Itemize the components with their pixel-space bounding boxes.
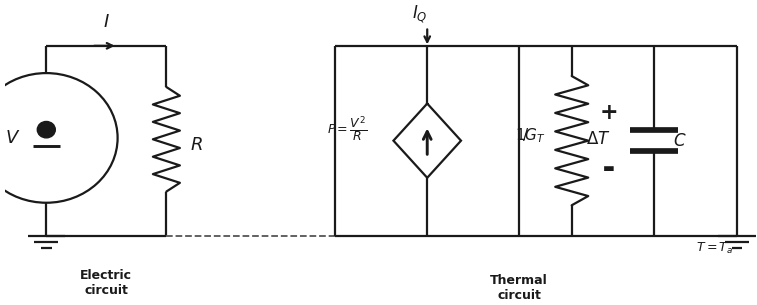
- Text: $\it{I}$: $\it{I}$: [103, 13, 110, 31]
- Text: $T = T_a$: $T = T_a$: [696, 241, 733, 256]
- Text: Thermal
circuit: Thermal circuit: [491, 274, 548, 302]
- Text: +: +: [600, 102, 618, 124]
- Text: $\it{V}$: $\it{V}$: [5, 129, 20, 147]
- Text: $1\!/\!G_T$: $1\!/\!G_T$: [515, 126, 546, 145]
- Text: $\it{C}$: $\it{C}$: [673, 132, 687, 150]
- Ellipse shape: [37, 121, 55, 138]
- Text: $\it{R}$: $\it{R}$: [191, 136, 203, 154]
- Text: $\it{I}_{\it{Q}}$: $\it{I}_{\it{Q}}$: [412, 4, 428, 25]
- Text: ▬: ▬: [603, 162, 615, 175]
- Text: Electric
circuit: Electric circuit: [80, 268, 132, 296]
- Text: $P = \dfrac{V^2}{R}$: $P = \dfrac{V^2}{R}$: [327, 115, 367, 145]
- Text: $\Delta T$: $\Delta T$: [586, 130, 610, 148]
